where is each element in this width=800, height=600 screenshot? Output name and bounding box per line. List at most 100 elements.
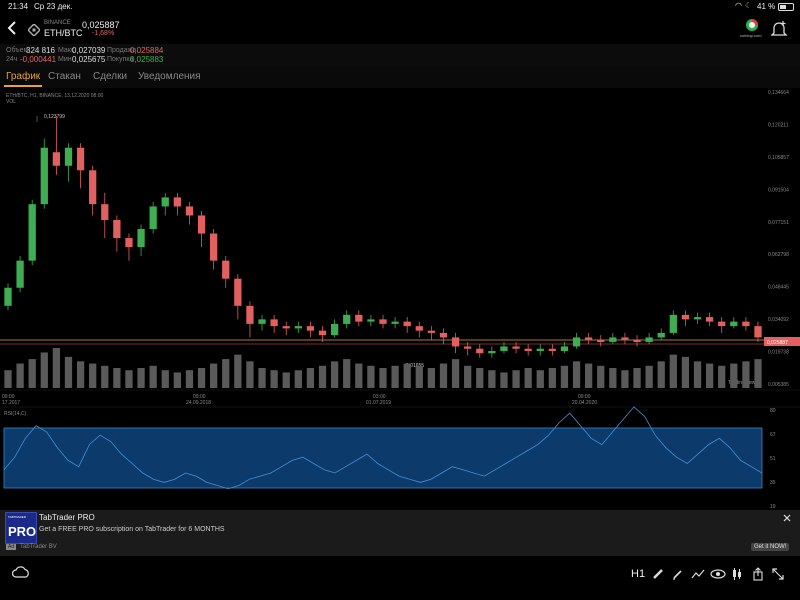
volume-bar <box>185 370 194 388</box>
candle <box>294 321 302 333</box>
candle <box>282 321 290 336</box>
timeframe-button[interactable]: H1 <box>631 568 646 580</box>
price-chart[interactable]: ETH/BTC, H1, BINANCE, 13.12.2020 08:00 V… <box>0 88 800 510</box>
status-time: 21:34 <box>8 2 29 11</box>
price-axis-label: 0,120211 <box>768 122 789 128</box>
candle <box>645 332 653 345</box>
tab-chart[interactable]: График <box>6 71 41 82</box>
time-label-2: 09:00 <box>193 394 206 400</box>
candle <box>16 256 24 293</box>
volume-bar <box>28 359 36 388</box>
volume-bar <box>343 359 351 388</box>
volume-bar <box>173 372 181 388</box>
cloud-icon[interactable] <box>12 566 30 578</box>
high-value: 0,027039 <box>72 46 106 55</box>
price-axis-label: 0,005385 <box>768 382 789 388</box>
cointop-logo[interactable]: cointop.com <box>740 18 764 42</box>
volume-bar <box>597 365 605 388</box>
tab-orderbook[interactable]: Стакан <box>48 71 81 82</box>
current-price-tag <box>764 337 800 346</box>
price-axis-label: 0,105857 <box>768 155 789 161</box>
candles-icon[interactable] <box>732 567 742 581</box>
bell-plus-icon[interactable] <box>770 20 788 38</box>
candle <box>548 344 556 356</box>
ad-badge: Ad <box>6 544 17 550</box>
candle <box>669 310 677 336</box>
ruler-icon[interactable] <box>652 568 664 580</box>
volume-bar <box>125 370 133 388</box>
candle <box>718 317 726 333</box>
ad-advertiser: TabTrader BV <box>20 544 57 550</box>
tab-alerts[interactable]: Уведомления <box>138 71 201 82</box>
volume-bar <box>681 356 690 388</box>
price-change: -1,68% <box>92 30 115 37</box>
trend-line-icon[interactable] <box>691 568 705 580</box>
bottom-toolbar <box>0 556 800 600</box>
volume-bar <box>40 352 48 388</box>
candle <box>185 201 194 225</box>
volume-bar <box>149 365 157 388</box>
candle <box>464 341 472 356</box>
pair-name[interactable]: ETH/BTC <box>44 28 83 38</box>
candle <box>609 332 617 345</box>
close-icon[interactable] <box>782 513 792 523</box>
volume-bar <box>705 363 714 388</box>
candle <box>439 328 448 345</box>
volume-bar <box>693 361 702 388</box>
volume-bar <box>512 370 520 388</box>
share-icon[interactable] <box>752 567 764 581</box>
candle <box>246 301 254 338</box>
volume-bar <box>572 361 581 388</box>
candle <box>379 314 387 329</box>
tradingview-watermark: TradingView <box>728 380 756 386</box>
candle <box>330 319 339 338</box>
candle <box>500 341 508 354</box>
volume-bar <box>197 368 206 388</box>
ad-title: TabTrader PRO <box>39 513 95 522</box>
ad-cta-button[interactable]: Get it NOW! <box>751 543 790 551</box>
fullscreen-icon[interactable] <box>772 568 784 580</box>
date-label-2: 24.09.2018 <box>186 400 211 406</box>
chart-area[interactable]: ETH/BTC, H1, BINANCE, 13.12.2020 08:00 V… <box>0 88 800 510</box>
candle <box>173 192 181 216</box>
price-axis-label: 0,048445 <box>768 285 789 291</box>
volume-bar <box>427 368 436 388</box>
tab-trades[interactable]: Сделки <box>93 71 128 82</box>
time-label-4: 09:00 <box>578 394 591 400</box>
candle <box>355 310 363 327</box>
active-tab-indicator <box>4 85 42 87</box>
candle <box>52 116 61 175</box>
pencil-icon[interactable] <box>672 568 684 580</box>
volume-bar <box>210 363 218 388</box>
candle <box>40 138 48 209</box>
volume-bar <box>246 361 254 388</box>
chart-info-line: ETH/BTC, H1, BINANCE, 13.12.2020 08:00 <box>6 93 103 99</box>
rsi-axis-label: 19 <box>770 504 776 508</box>
ad-banner[interactable]: TABTRADER PRO TabTrader PRO Get a FREE P… <box>0 510 800 556</box>
volume-bar <box>451 359 460 388</box>
high-label: Макс <box>58 47 75 54</box>
current-price-tag-text: 0,025887 <box>767 340 788 346</box>
volume-bar <box>464 365 472 388</box>
back-icon[interactable] <box>6 20 18 36</box>
time-label-3: 03:00 <box>373 394 386 400</box>
sell-value: 0,025884 <box>130 46 164 55</box>
rsi-band <box>3 427 763 489</box>
volume-bar <box>476 368 484 388</box>
volume-bar <box>306 368 315 388</box>
volume-bar <box>89 363 97 388</box>
volume-bar <box>4 370 12 388</box>
candle <box>705 312 714 327</box>
volume-value: 324 816 <box>26 46 55 55</box>
rsi-axis-label: 51 <box>770 456 776 462</box>
rsi-label: RSI(14,C) <box>4 411 27 417</box>
pro-logo-text: PRO <box>8 524 37 539</box>
candle <box>403 317 411 333</box>
eye-icon[interactable] <box>710 569 726 579</box>
volume-bar <box>101 365 109 388</box>
candle <box>633 335 641 347</box>
candle <box>754 321 762 342</box>
volume-bar <box>488 370 496 388</box>
volume-bar <box>657 361 665 388</box>
time-label-1: 09:00 <box>2 394 15 400</box>
